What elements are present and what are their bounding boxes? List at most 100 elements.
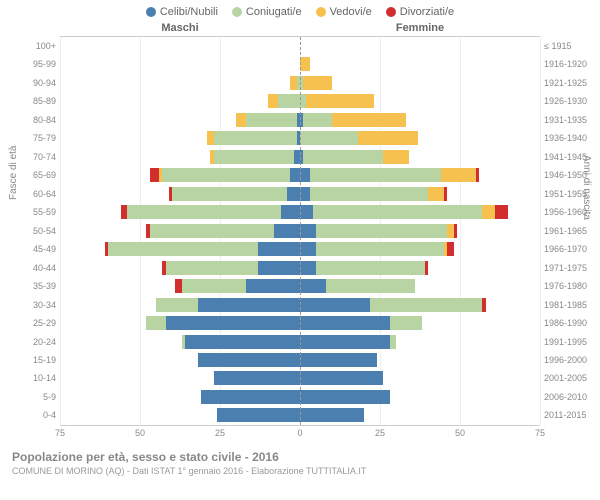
age-label: 15-19 — [22, 351, 56, 369]
birth-label: 1936-1940 — [544, 129, 592, 147]
birth-label: 1976-1980 — [544, 277, 592, 295]
chart-container: Celibi/NubiliConiugati/eVedovi/eDivorzia… — [0, 0, 600, 500]
legend: Celibi/NubiliConiugati/eVedovi/eDivorzia… — [0, 0, 600, 18]
bar-segment — [310, 187, 428, 201]
legend-item: Coniugati/e — [232, 6, 302, 18]
bar-segment — [303, 76, 332, 90]
age-label: 95-99 — [22, 55, 56, 73]
age-label: 55-59 — [22, 203, 56, 221]
footer-subtitle: COMUNE DI MORINO (AQ) - Dati ISTAT 1° ge… — [12, 466, 588, 476]
male-bar — [60, 314, 300, 332]
bar-segment — [214, 371, 300, 385]
bar-segment — [217, 408, 300, 422]
bar-segment — [425, 261, 428, 275]
footer-title: Popolazione per età, sesso e stato civil… — [12, 450, 588, 464]
male-bar — [60, 148, 300, 166]
bar-segment — [316, 242, 444, 256]
male-bar — [60, 55, 300, 73]
birth-label: 1946-1950 — [544, 166, 592, 184]
female-bar — [300, 129, 540, 147]
bar-segment — [303, 150, 383, 164]
female-bar — [300, 369, 540, 387]
female-bar — [300, 166, 540, 184]
bar-segment — [300, 187, 310, 201]
birth-label: 1981-1985 — [544, 296, 592, 314]
birth-label: 1926-1930 — [544, 92, 592, 110]
birth-label: 1951-1955 — [544, 185, 592, 203]
bar-segment — [447, 242, 453, 256]
birth-label: 1986-1990 — [544, 314, 592, 332]
birth-label: 1931-1935 — [544, 111, 592, 129]
bar-segment — [214, 131, 297, 145]
legend-dot — [146, 7, 156, 17]
male-bar — [60, 166, 300, 184]
x-tick: 75 — [55, 428, 65, 438]
gender-headers: Maschi Femmine — [0, 18, 600, 36]
female-bar — [300, 111, 540, 129]
bar-segment — [127, 205, 281, 219]
age-label: 30-34 — [22, 296, 56, 314]
bar-segment — [454, 224, 457, 238]
bar-segment — [182, 279, 246, 293]
legend-dot — [232, 7, 242, 17]
bar-segment — [156, 298, 198, 312]
age-label: 35-39 — [22, 277, 56, 295]
birth-label: 2001-2005 — [544, 369, 592, 387]
bar-segment — [300, 261, 316, 275]
bar-segment — [300, 390, 390, 404]
grid-line — [540, 37, 541, 425]
bar-segment — [278, 94, 300, 108]
bar-segment — [441, 168, 476, 182]
legend-dot — [386, 7, 396, 17]
bar-segment — [300, 131, 358, 145]
bar-segment — [150, 224, 275, 238]
bar-segment — [390, 335, 396, 349]
male-bar — [60, 222, 300, 240]
bar-segment — [300, 205, 313, 219]
female-bar — [300, 74, 540, 92]
male-bar — [60, 203, 300, 221]
legend-item: Divorziati/e — [386, 6, 454, 18]
female-bar — [300, 222, 540, 240]
legend-item: Vedovi/e — [316, 6, 372, 18]
footer: Popolazione per età, sesso e stato civil… — [12, 450, 588, 476]
bar-segment — [316, 224, 447, 238]
birth-label: 1961-1965 — [544, 222, 592, 240]
age-label: 5-9 — [22, 388, 56, 406]
male-bar — [60, 240, 300, 258]
bar-segment — [326, 279, 416, 293]
x-tick: 50 — [135, 428, 145, 438]
birth-label: 2006-2010 — [544, 388, 592, 406]
x-tick: 0 — [297, 428, 302, 438]
birth-label: 1956-1960 — [544, 203, 592, 221]
female-bar — [300, 148, 540, 166]
bar-segment — [287, 187, 300, 201]
male-bar — [60, 388, 300, 406]
female-bar — [300, 296, 540, 314]
age-label: 50-54 — [22, 222, 56, 240]
x-tick: 25 — [375, 428, 385, 438]
female-bar — [300, 277, 540, 295]
bar-segment — [300, 371, 383, 385]
x-axis: 7550250255075 — [60, 426, 540, 440]
bar-segment — [383, 150, 409, 164]
age-label: 90-94 — [22, 74, 56, 92]
birth-label: 1921-1925 — [544, 74, 592, 92]
bar-segment — [214, 150, 294, 164]
bar-segment — [332, 113, 406, 127]
bar-segment — [444, 187, 447, 201]
bar-segment — [303, 113, 332, 127]
bar-segment — [258, 261, 300, 275]
age-label: 40-44 — [22, 259, 56, 277]
bar-segment — [482, 298, 485, 312]
female-bar — [300, 406, 540, 424]
bar-segment — [428, 187, 444, 201]
birth-label: 1991-1995 — [544, 333, 592, 351]
bar-segment — [300, 224, 316, 238]
bar-segment — [108, 242, 258, 256]
age-label: 75-79 — [22, 129, 56, 147]
bar-segment — [162, 168, 290, 182]
birth-label: 1996-2000 — [544, 351, 592, 369]
male-bar — [60, 259, 300, 277]
age-label: 100+ — [22, 37, 56, 55]
